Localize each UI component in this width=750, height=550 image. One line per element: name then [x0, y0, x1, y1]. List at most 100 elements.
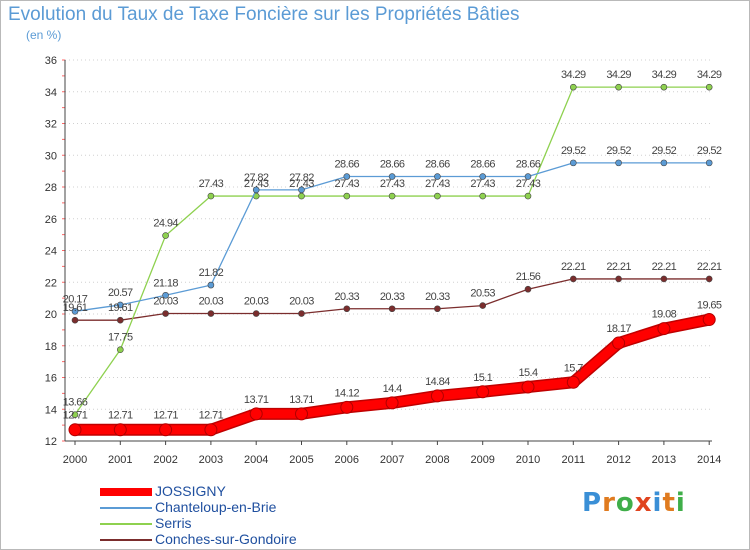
legend-swatch-chanteloup — [100, 507, 152, 509]
data-point — [434, 192, 441, 200]
data-point — [71, 308, 79, 315]
data-label: 14.4 — [383, 383, 402, 395]
data-point — [479, 302, 487, 309]
data-point — [295, 407, 308, 421]
data-label: 34.29 — [652, 69, 677, 81]
data-label: 20.33 — [335, 291, 360, 303]
logo-letter: o — [615, 488, 635, 518]
data-label: 27.43 — [199, 178, 224, 190]
data-label: 19.08 — [652, 309, 677, 321]
data-point — [162, 232, 169, 239]
data-label: 20.03 — [153, 296, 178, 308]
data-point — [298, 310, 305, 317]
data-label: 22.21 — [697, 261, 722, 273]
data-label: 14.84 — [425, 376, 450, 388]
x-tick-label: 2014 — [697, 454, 721, 466]
data-point — [660, 159, 668, 167]
data-point — [615, 83, 622, 91]
x-tick-label: 2005 — [289, 454, 313, 466]
data-label: 27.43 — [380, 178, 405, 190]
data-point — [660, 275, 668, 283]
x-tick-label: 2006 — [335, 454, 359, 466]
data-point — [615, 159, 622, 167]
data-point — [569, 159, 577, 167]
data-point — [569, 275, 577, 283]
legend-label-jossigny: JOSSIGNY — [155, 483, 226, 499]
data-point — [117, 301, 124, 309]
data-point — [207, 192, 215, 200]
data-point — [249, 407, 263, 421]
data-label: 19.61 — [108, 302, 133, 314]
data-label: 14.12 — [335, 387, 360, 399]
y-tick-label: 18 — [45, 341, 57, 353]
data-point — [162, 310, 169, 317]
y-tick-label: 28 — [45, 182, 57, 194]
data-point — [207, 281, 215, 289]
x-tick-label: 2009 — [470, 454, 494, 466]
data-label: 24.94 — [153, 218, 178, 230]
legend-swatch-serris — [100, 523, 152, 525]
data-point — [430, 389, 444, 403]
data-point — [343, 192, 351, 200]
data-label: 21.82 — [199, 267, 224, 279]
x-tick-label: 2011 — [561, 454, 585, 466]
data-label: 27.43 — [470, 178, 495, 190]
data-label: 27.82 — [289, 172, 314, 184]
data-label: 13.66 — [63, 397, 88, 409]
data-point — [615, 275, 622, 283]
x-tick-label: 2003 — [199, 454, 223, 466]
data-point — [388, 173, 396, 180]
y-tick-label: 26 — [45, 214, 57, 226]
data-label: 20.33 — [425, 291, 450, 303]
data-label: 29.52 — [561, 145, 586, 157]
data-label: 34.29 — [606, 69, 631, 81]
y-tick-label: 36 — [45, 55, 57, 67]
data-label: 12.71 — [153, 410, 178, 422]
data-point — [524, 192, 532, 200]
data-label: 19.61 — [63, 302, 88, 314]
x-tick-label: 2012 — [606, 454, 630, 466]
data-label: 22.21 — [561, 261, 586, 273]
data-point — [524, 285, 532, 293]
data-label: 20.57 — [108, 287, 133, 299]
y-tick-label: 24 — [45, 246, 57, 258]
y-tick-label: 12 — [45, 436, 57, 448]
x-tick-label: 2004 — [244, 454, 268, 466]
data-label: 20.03 — [244, 296, 269, 308]
data-point — [340, 400, 354, 414]
data-point — [521, 380, 535, 394]
legend-swatch-jossigny — [100, 488, 152, 496]
data-point — [71, 316, 79, 324]
data-point — [388, 305, 396, 313]
y-tick-label: 16 — [45, 373, 57, 385]
data-point — [388, 192, 396, 200]
x-tick-label: 2007 — [380, 454, 404, 466]
data-label: 27.43 — [516, 178, 541, 190]
legend-label-chanteloup: Chanteloup-en-Brie — [155, 499, 277, 515]
data-label: 20.33 — [380, 291, 405, 303]
data-label: 22.21 — [606, 261, 631, 273]
data-label: 17.75 — [108, 332, 133, 344]
data-label: 28.66 — [380, 159, 405, 171]
data-point — [298, 186, 305, 194]
data-label: 27.43 — [425, 178, 450, 190]
data-label: 13.71 — [289, 394, 314, 406]
data-label: 19.65 — [697, 300, 722, 312]
data-point — [660, 83, 668, 91]
legend-swatch-conches — [100, 539, 152, 541]
data-point — [159, 423, 173, 437]
x-tick-label: 2002 — [153, 454, 177, 466]
data-label: 29.52 — [652, 145, 677, 157]
data-point — [612, 336, 626, 350]
data-label: 21.56 — [516, 271, 541, 283]
data-point — [657, 322, 671, 336]
data-point — [524, 173, 532, 180]
data-point — [434, 173, 441, 180]
data-label: 20.17 — [63, 293, 88, 305]
x-tick-label: 2008 — [425, 454, 449, 466]
data-point — [162, 291, 169, 299]
data-label: 34.29 — [561, 69, 586, 81]
y-tick-label: 22 — [45, 277, 57, 289]
x-tick-label: 2010 — [516, 454, 540, 466]
